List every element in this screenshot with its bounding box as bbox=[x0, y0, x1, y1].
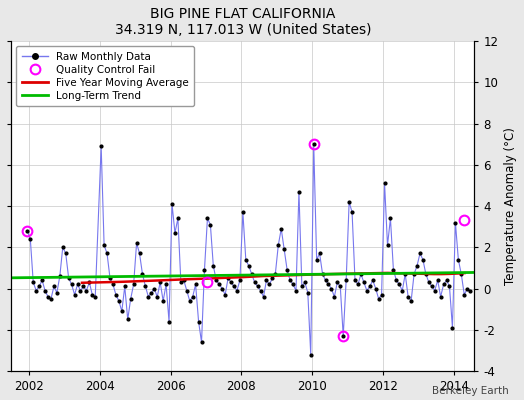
Legend: Raw Monthly Data, Quality Control Fail, Five Year Moving Average, Long-Term Tren: Raw Monthly Data, Quality Control Fail, … bbox=[16, 46, 194, 106]
Y-axis label: Temperature Anomaly (°C): Temperature Anomaly (°C) bbox=[504, 127, 517, 285]
Title: BIG PINE FLAT CALIFORNIA
34.319 N, 117.013 W (United States): BIG PINE FLAT CALIFORNIA 34.319 N, 117.0… bbox=[115, 7, 371, 37]
Text: Berkeley Earth: Berkeley Earth bbox=[432, 386, 508, 396]
